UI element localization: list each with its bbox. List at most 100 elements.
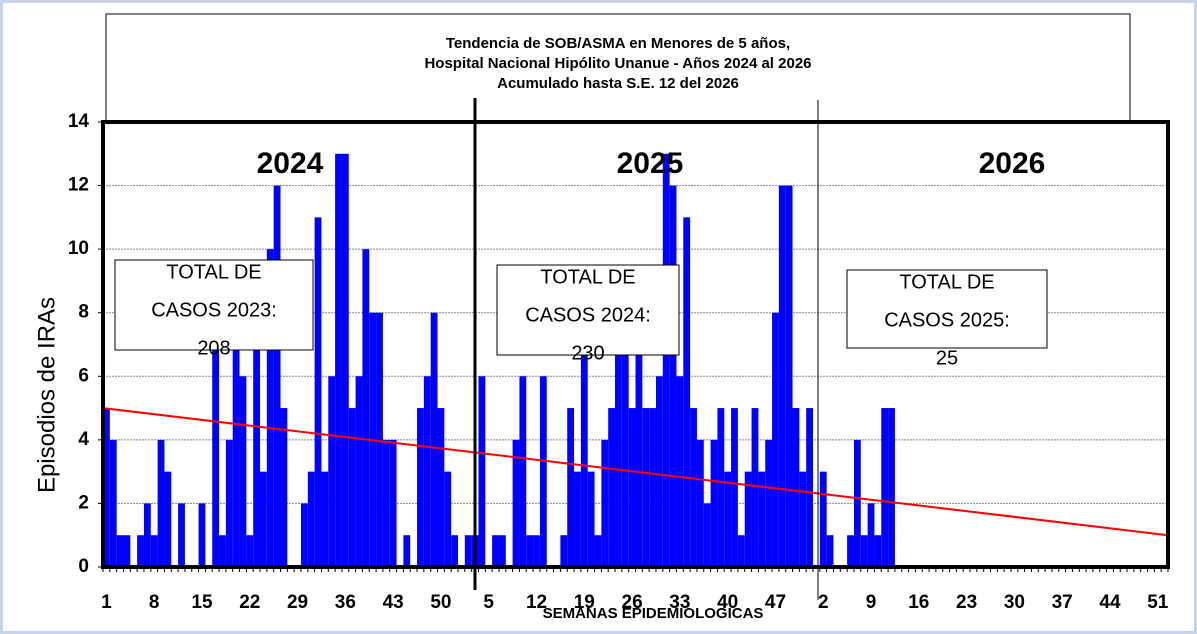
y-axis-label: Episodios de IRAs <box>33 297 60 493</box>
x-tick-label: 5 <box>483 592 494 613</box>
bar <box>635 280 643 567</box>
bar <box>137 535 144 567</box>
plot-border <box>101 120 1170 569</box>
bar <box>710 439 718 567</box>
title-box <box>105 13 1131 123</box>
bar <box>621 312 629 567</box>
annotation-box <box>846 269 1048 349</box>
y-tick-label: 4 <box>78 429 89 450</box>
bar <box>539 376 547 567</box>
annotation-text: CASOS 2023: <box>151 299 277 321</box>
bar <box>717 408 725 567</box>
bar <box>348 408 356 567</box>
bar <box>526 535 534 567</box>
bar <box>847 535 854 567</box>
y-tick-label: 10 <box>68 238 89 259</box>
bar <box>751 408 759 567</box>
bar <box>860 535 868 567</box>
bar <box>737 535 745 567</box>
x-tick-label: 22 <box>239 592 260 613</box>
y-tick-label: 2 <box>78 492 89 513</box>
bar <box>444 471 452 567</box>
bar <box>260 471 267 567</box>
annotation-text: 208 <box>197 337 230 359</box>
year-label: 2025 <box>617 147 684 180</box>
bar <box>335 153 342 568</box>
bar <box>253 344 261 567</box>
bar <box>362 249 370 567</box>
bar <box>300 503 308 567</box>
annotation-text: CASOS 2025: <box>884 309 1010 331</box>
bar <box>826 535 834 567</box>
bar <box>280 408 288 567</box>
bar <box>273 185 281 568</box>
bar <box>512 439 520 567</box>
annotation-text: TOTAL DE <box>540 266 635 288</box>
bar <box>103 408 110 567</box>
bar <box>819 471 827 567</box>
bar <box>451 535 458 567</box>
bar <box>382 439 390 567</box>
bar <box>314 217 322 567</box>
bar <box>266 249 274 567</box>
annotation-text: TOTAL DE <box>899 271 994 293</box>
bar <box>225 439 233 567</box>
bar <box>492 535 499 567</box>
bar <box>143 503 151 567</box>
bar <box>417 408 424 567</box>
bar <box>328 376 336 567</box>
bar <box>355 376 363 567</box>
x-tick-label: 2 <box>818 592 829 613</box>
bar <box>799 471 807 567</box>
annotation-text: TOTAL DE <box>166 261 261 283</box>
x-tick-label: 51 <box>1147 592 1169 613</box>
bar <box>533 535 540 567</box>
bar <box>123 535 131 567</box>
bar <box>376 312 383 567</box>
bar <box>594 535 602 567</box>
bar <box>690 408 697 567</box>
bar <box>888 408 895 567</box>
bar <box>642 408 650 567</box>
bar <box>683 217 691 567</box>
annotation-text: 230 <box>571 342 604 364</box>
bar <box>423 376 431 567</box>
bar <box>574 471 581 567</box>
bar <box>307 471 315 567</box>
bar <box>109 439 117 567</box>
bar <box>341 153 349 568</box>
bar <box>853 439 861 567</box>
annotation-text: 25 <box>936 347 958 369</box>
bar <box>628 408 636 567</box>
bar <box>655 376 663 567</box>
annotation-text: CASOS 2024: <box>525 304 651 326</box>
x-tick-label: 29 <box>287 592 308 613</box>
bar <box>403 535 411 567</box>
y-tick-label: 12 <box>68 175 89 196</box>
bar <box>662 153 670 568</box>
bar <box>703 503 711 567</box>
bar <box>519 376 527 567</box>
chart-title: Acumulado hasta S.E. 12 del 2026 <box>497 75 739 92</box>
bar <box>232 344 240 567</box>
x-tick-label: 1 <box>101 592 112 613</box>
x-tick-label: 30 <box>1004 592 1025 613</box>
year-label: 2026 <box>979 147 1046 180</box>
bar <box>778 185 786 568</box>
x-tick-label: 47 <box>765 592 786 613</box>
bar <box>649 408 656 567</box>
y-tick-label: 14 <box>68 111 90 132</box>
x-tick-label: 9 <box>866 592 877 613</box>
bar <box>669 185 677 568</box>
bar <box>580 344 588 567</box>
x-tick-label: 36 <box>335 592 356 613</box>
bar <box>389 439 397 567</box>
x-tick-label: 12 <box>526 592 547 613</box>
x-tick-label: 16 <box>908 592 929 613</box>
bar <box>806 408 813 567</box>
bar <box>560 535 568 567</box>
bar <box>758 471 766 567</box>
bar <box>615 344 622 567</box>
bar <box>772 312 779 567</box>
bar <box>164 471 172 567</box>
